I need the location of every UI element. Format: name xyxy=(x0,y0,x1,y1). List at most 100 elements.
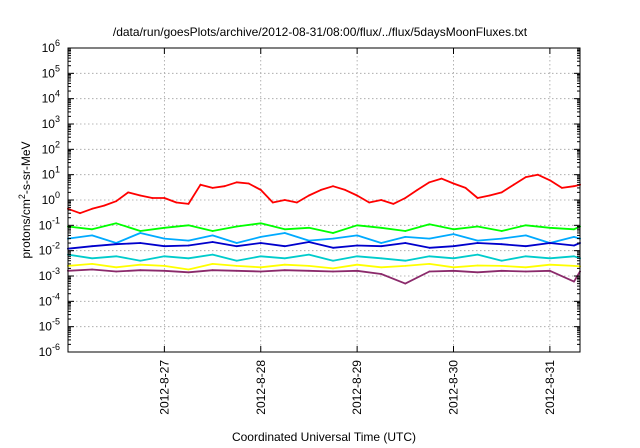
data-point xyxy=(573,236,575,238)
data-point xyxy=(452,269,455,272)
y-tick-label-base: 10 xyxy=(42,142,56,156)
data-point xyxy=(476,271,479,274)
y-tick-label-exponent: -3 xyxy=(52,266,60,276)
y-tick-label-exponent: -5 xyxy=(52,317,60,327)
data-point xyxy=(211,263,214,265)
data-point xyxy=(308,226,310,229)
data-point xyxy=(452,228,455,231)
data-point xyxy=(428,255,431,258)
y-tick-label-exponent: 5 xyxy=(55,63,60,73)
data-point xyxy=(235,181,238,184)
data-point xyxy=(127,191,130,194)
data-point xyxy=(91,228,93,231)
y-axis-label-base: protons/cm xyxy=(19,199,33,258)
data-point xyxy=(500,259,503,262)
data-point xyxy=(549,263,551,266)
data-point xyxy=(296,201,298,204)
data-point xyxy=(139,263,142,266)
data-point xyxy=(91,207,93,210)
data-point xyxy=(380,199,383,201)
data-point xyxy=(524,245,527,248)
data-point xyxy=(500,269,503,272)
data-point xyxy=(163,197,166,199)
data-point xyxy=(91,257,93,260)
data-point xyxy=(332,267,334,270)
data-point xyxy=(573,255,575,258)
y-tick-label: 10-3 xyxy=(39,266,60,283)
data-point xyxy=(524,234,527,237)
x-tick-label: 2012-8-29 xyxy=(350,360,364,415)
data-point xyxy=(187,224,190,227)
data-point xyxy=(91,263,93,265)
y-tick-label-exponent: 3 xyxy=(55,114,60,124)
data-point xyxy=(404,265,407,267)
data-point xyxy=(115,243,118,246)
data-point xyxy=(549,242,551,244)
data-point xyxy=(115,266,118,269)
data-point xyxy=(500,230,503,232)
data-point xyxy=(187,271,190,274)
data-point xyxy=(380,242,383,244)
y-tick-label-base: 10 xyxy=(39,269,53,283)
data-point xyxy=(235,225,238,228)
data-point xyxy=(259,242,262,244)
data-point xyxy=(271,201,274,204)
y-axis-label: protons/cm2-s-sr-MeV xyxy=(17,141,33,258)
data-point xyxy=(524,270,527,273)
data-point xyxy=(524,176,527,179)
data-point xyxy=(247,182,250,185)
data-point xyxy=(139,242,142,244)
y-tick-label-base: 10 xyxy=(42,193,56,207)
data-point xyxy=(259,270,262,273)
data-point xyxy=(452,266,455,269)
data-point xyxy=(283,245,286,248)
data-point xyxy=(332,246,334,249)
data-point xyxy=(235,242,238,244)
data-point xyxy=(356,263,358,266)
data-point xyxy=(524,266,527,269)
data-point xyxy=(404,236,407,238)
data-point xyxy=(163,237,166,240)
data-point xyxy=(115,222,118,225)
data-point xyxy=(259,266,262,269)
data-point xyxy=(488,194,491,197)
y-tick-label-base: 10 xyxy=(42,92,56,106)
data-point xyxy=(283,257,286,260)
data-point xyxy=(428,270,431,273)
data-point xyxy=(452,245,455,248)
data-point xyxy=(416,189,419,191)
data-point xyxy=(139,269,142,272)
x-axis-ticks: 2012-8-27 2012-8-28 2012-8-29 2012-8-30 2012… xyxy=(157,48,557,415)
data-point xyxy=(404,282,407,285)
y-axis-label-rest: -s-sr-MeV xyxy=(19,141,33,194)
y-tick-label-base: 10 xyxy=(39,294,53,308)
data-point xyxy=(211,253,214,256)
data-point xyxy=(259,236,262,238)
data-point xyxy=(139,232,142,234)
y-tick-label-exponent: 0 xyxy=(55,190,60,200)
data-point xyxy=(536,173,539,176)
data-point xyxy=(573,265,575,267)
data-point xyxy=(476,253,479,256)
data-point xyxy=(91,234,93,237)
data-point xyxy=(103,204,105,207)
data-point xyxy=(549,257,551,260)
data-point xyxy=(356,234,358,237)
series-line-3 xyxy=(67,232,581,244)
data-point xyxy=(500,243,503,246)
data-point xyxy=(283,228,286,231)
data-point xyxy=(187,203,190,205)
data-point xyxy=(187,244,190,247)
data-point xyxy=(211,241,214,243)
data-point xyxy=(235,265,238,267)
data-point xyxy=(356,224,358,227)
data-point xyxy=(332,259,334,262)
x-tick-label: 2012-8-31 xyxy=(543,360,557,415)
data-point xyxy=(476,242,479,244)
data-point xyxy=(428,237,431,240)
y-tick-label-base: 10 xyxy=(42,66,56,80)
data-point xyxy=(476,225,479,228)
data-point xyxy=(163,269,166,272)
data-point xyxy=(308,239,310,242)
data-point xyxy=(380,257,383,260)
